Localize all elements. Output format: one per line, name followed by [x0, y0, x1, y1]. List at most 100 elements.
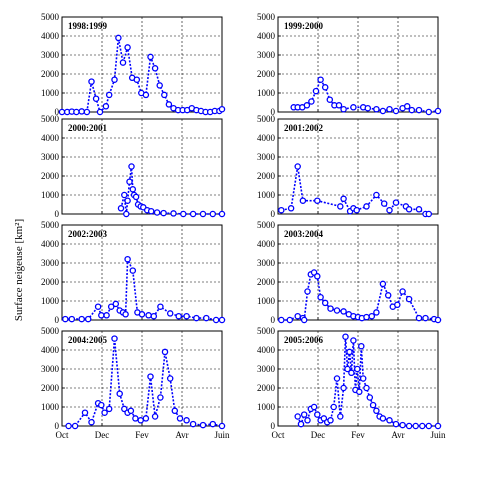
data-point [278, 316, 285, 324]
data-point [363, 313, 370, 321]
data-point [73, 108, 80, 116]
y-tick-label: 3000 [257, 152, 276, 162]
data-point [94, 303, 102, 310]
data-point [286, 316, 294, 324]
data-point [364, 104, 372, 112]
y-tick-label: 1000 [41, 88, 60, 98]
data-point [340, 308, 347, 315]
data-point [153, 209, 161, 216]
data-point [112, 300, 120, 308]
data-point [405, 206, 413, 213]
data-point [170, 210, 177, 217]
data-point [175, 312, 182, 320]
plot-area [62, 331, 222, 426]
x-tick-label: Avr [391, 430, 404, 440]
data-point [88, 418, 95, 426]
data-point [218, 422, 226, 430]
y-tick-label: 3000 [257, 364, 276, 374]
data-point [405, 295, 413, 303]
data-point [122, 311, 129, 318]
data-point [300, 316, 308, 324]
chart-panel-1999-2000: 0 1000 2000 3000 4000 5000 1999:2000 [257, 12, 442, 117]
y-tick-label: 4000 [41, 345, 60, 355]
data-point [340, 195, 347, 203]
data-point [314, 411, 321, 418]
data-point [415, 106, 423, 114]
data-point [399, 421, 406, 429]
y-tick-label: 3000 [257, 258, 276, 268]
series-line [62, 37, 223, 114]
y-tick-label: 0 [271, 209, 276, 219]
data-point [392, 107, 400, 115]
y-tick-label: 5000 [257, 12, 276, 22]
data-point [209, 420, 217, 428]
data-point [147, 373, 154, 380]
data-point [129, 186, 137, 193]
data-point [369, 401, 377, 409]
data-point [156, 82, 163, 89]
data-point [299, 197, 307, 204]
data-point [166, 375, 174, 382]
y-tick-label: 5000 [257, 220, 276, 230]
data-point [111, 335, 118, 342]
x-tick-label: Dec [95, 430, 110, 440]
chart-panel-2005-2006: 0 1000 2000 3000 4000 5000 Oct Dec Fev Avr Juin 200… [257, 326, 446, 440]
data-point [326, 96, 334, 103]
season-title: 2000:2001 [68, 123, 107, 133]
data-point [294, 413, 301, 420]
data-point [335, 102, 343, 109]
data-point [101, 409, 108, 416]
season-title: 2003:2004 [284, 229, 323, 239]
data-point [199, 421, 207, 429]
data-point [356, 388, 363, 396]
data-point [340, 105, 347, 113]
data-point [78, 315, 85, 323]
data-point [354, 365, 361, 373]
y-tick-label: 3000 [41, 50, 60, 60]
data-point [123, 210, 130, 218]
data-point [317, 76, 324, 83]
data-point [358, 342, 365, 350]
data-point [117, 205, 125, 212]
data-point [203, 314, 210, 322]
data-point [321, 299, 329, 307]
chart-panel-2004-2005: 0 1000 2000 3000 4000 5000 Oct Dec Fev Avr Juin 200… [41, 326, 230, 440]
data-point [363, 384, 370, 392]
plot-frame [277, 118, 439, 215]
data-point [107, 303, 115, 310]
data-point [333, 375, 341, 382]
y-tick-label: 3000 [257, 50, 276, 60]
y-tick-label: 1000 [257, 190, 276, 200]
data-point [161, 348, 169, 356]
chart-panel-2003-2004: 0 1000 2000 3000 4000 5000 2003:2004 [257, 220, 442, 325]
data-point [317, 293, 324, 301]
x-tick-label: Avr [175, 430, 188, 440]
y-tick-label: 5000 [41, 326, 60, 336]
plot-frame [61, 330, 223, 427]
data-point [384, 292, 392, 299]
y-tick-label: 2000 [41, 69, 60, 79]
data-point [180, 210, 187, 218]
data-point [304, 288, 311, 295]
data-point [394, 301, 401, 309]
data-point [314, 273, 321, 280]
data-point [124, 44, 131, 51]
season-title: 1999:2000 [284, 21, 323, 31]
chart-panel-2001-2002: 0 1000 2000 3000 4000 5000 2001:2002 [257, 114, 439, 219]
data-point [124, 255, 131, 263]
y-tick-label: 5000 [41, 12, 60, 22]
data-point [138, 311, 146, 318]
data-point [333, 307, 341, 314]
x-tick-label: Oct [272, 430, 285, 440]
data-point [425, 210, 433, 218]
data-point [150, 312, 158, 320]
data-point [96, 108, 104, 116]
data-point [321, 84, 329, 91]
data-point [218, 105, 226, 113]
y-tick-label: 5000 [41, 220, 60, 230]
plot-frame [61, 16, 223, 113]
data-point [133, 76, 141, 83]
season-title: 2001:2002 [284, 123, 323, 133]
y-tick-label: 4000 [41, 239, 60, 249]
